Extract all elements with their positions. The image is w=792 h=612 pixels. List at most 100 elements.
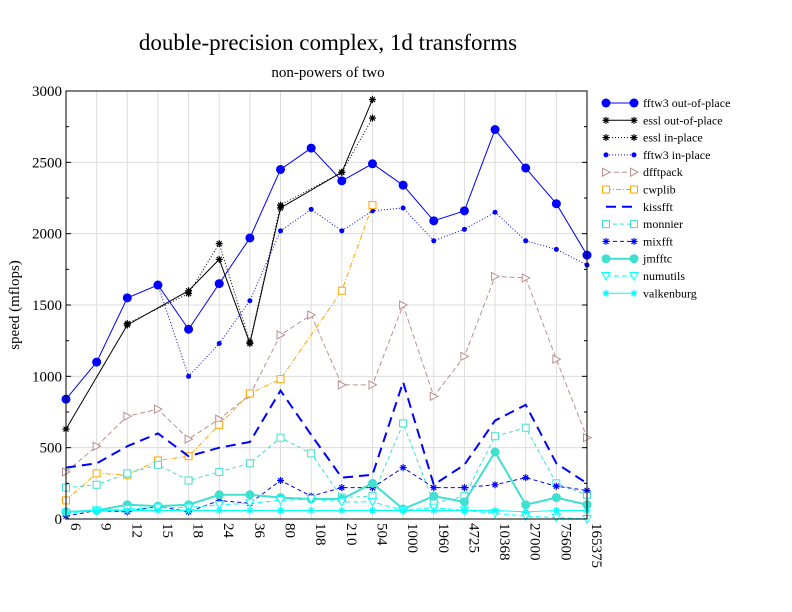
series-line	[65, 99, 373, 430]
data-point	[214, 500, 225, 510]
data-point	[339, 228, 345, 234]
y-tick-label: 2500	[32, 155, 62, 171]
data-point	[276, 164, 286, 174]
data-point	[92, 469, 101, 478]
data-point	[399, 300, 409, 310]
x-tick-label: 24	[220, 523, 236, 539]
data-point	[276, 375, 285, 384]
data-point	[306, 495, 317, 505]
series-line	[65, 509, 587, 513]
data-point	[368, 96, 376, 104]
legend-item: fftw3 out-of-place	[601, 96, 730, 110]
data-point	[338, 484, 346, 492]
data-point	[245, 499, 255, 509]
data-point	[631, 152, 637, 158]
data-point	[215, 420, 224, 429]
legend-label: kissfft	[643, 200, 673, 214]
data-point	[338, 168, 346, 176]
data-point	[368, 114, 376, 122]
data-point	[277, 201, 285, 209]
data-point	[523, 238, 529, 244]
data-point	[275, 496, 286, 506]
data-point	[461, 226, 467, 232]
data-point	[184, 476, 193, 485]
data-point	[630, 220, 638, 229]
data-point	[185, 290, 193, 298]
data-point	[491, 481, 499, 489]
data-point	[368, 506, 376, 514]
data-point	[277, 506, 285, 514]
data-point	[551, 493, 561, 503]
data-point	[601, 254, 611, 264]
series-valkenburg	[62, 506, 591, 516]
data-point	[602, 237, 610, 245]
legend-item: essl out-of-place	[602, 113, 723, 127]
legend-item: valkenburg	[602, 286, 697, 300]
data-point	[460, 484, 468, 492]
series-group	[61, 96, 593, 525]
legend-label: fftw3 out-of-place	[643, 96, 730, 110]
data-point	[276, 433, 285, 442]
data-point	[277, 476, 285, 484]
data-point	[490, 125, 500, 135]
y-tick-label: 0	[55, 512, 63, 528]
x-tick-label: 80	[282, 523, 298, 538]
data-point	[246, 338, 254, 346]
data-point	[552, 506, 560, 514]
legend-label: valkenburg	[643, 286, 697, 300]
x-tick-label: 1960	[435, 523, 451, 553]
data-point	[122, 293, 132, 303]
data-point	[553, 246, 559, 252]
series-line	[65, 467, 588, 517]
data-point	[430, 506, 438, 514]
data-point	[123, 320, 131, 328]
data-point	[307, 506, 315, 514]
series-line	[65, 378, 588, 487]
legend-item: jmfftc	[601, 252, 672, 266]
axes: 6 9 12 15 18 24 36 80 108 210 504 1000 1960 4725 10368…	[32, 84, 604, 568]
data-point	[155, 282, 161, 288]
data-point	[459, 497, 469, 507]
data-point	[153, 404, 164, 414]
data-point	[307, 310, 317, 320]
y-tick-label: 500	[40, 441, 63, 457]
data-point	[551, 513, 562, 523]
data-point	[215, 467, 224, 476]
x-tick-label: 15	[159, 523, 175, 538]
data-point	[398, 180, 408, 190]
series-fftw3-in-place	[155, 205, 590, 379]
data-point	[245, 459, 254, 468]
legend-item: kissfft	[606, 200, 673, 214]
data-point	[368, 380, 378, 390]
x-tick-label: 108	[312, 523, 328, 546]
x-tick-label: 10368	[496, 523, 512, 561]
data-point	[630, 289, 638, 297]
x-tick-label: 75600	[557, 523, 573, 561]
series-dfftpack	[62, 271, 593, 477]
data-point	[400, 205, 406, 211]
x-tick-label: 1000	[404, 523, 420, 553]
data-point	[521, 500, 531, 510]
series-line	[65, 204, 373, 501]
data-point	[552, 482, 560, 490]
x-tick-label: 6	[67, 523, 83, 531]
x-tick-label: 18	[190, 523, 206, 538]
data-point	[602, 116, 610, 124]
data-point	[430, 484, 438, 492]
legend-item: numutils	[601, 269, 685, 283]
legend-item: mixfft	[602, 234, 673, 248]
y-tick-label: 1000	[32, 369, 62, 385]
data-point	[630, 185, 638, 194]
x-tick-label: 4725	[465, 523, 481, 553]
series-line	[65, 275, 588, 473]
data-point	[214, 279, 224, 289]
data-point	[154, 506, 162, 514]
legend-item: essl in-place	[602, 131, 703, 145]
data-point	[629, 272, 639, 282]
data-point	[460, 351, 470, 362]
legend-label: jmfftc	[642, 252, 672, 266]
data-point	[630, 134, 638, 142]
data-point	[276, 330, 286, 340]
data-point	[93, 506, 101, 514]
